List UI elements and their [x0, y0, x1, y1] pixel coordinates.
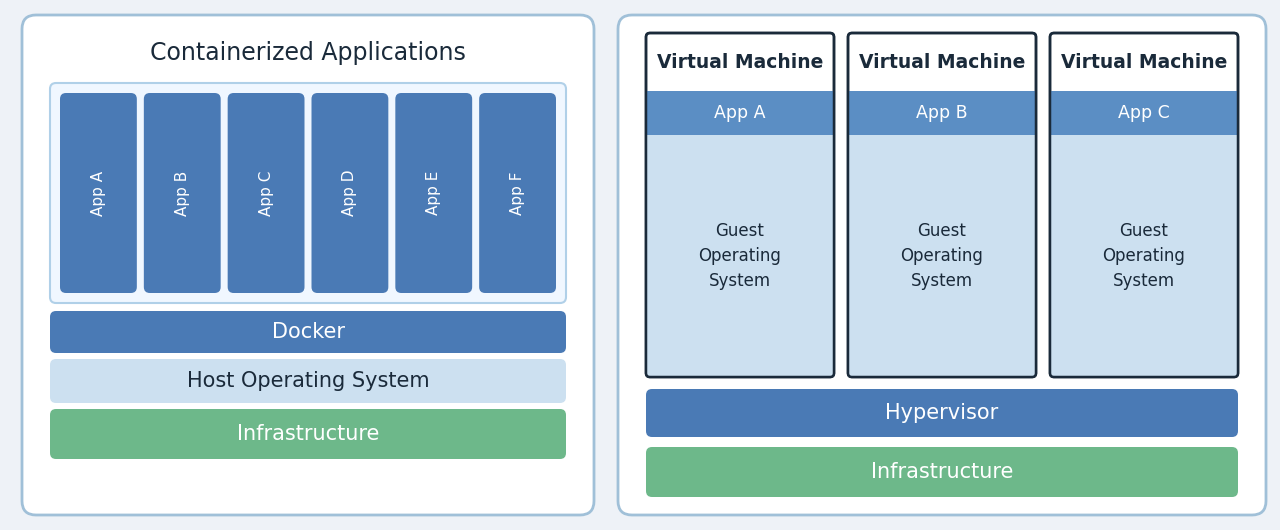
Text: Guest
Operating
System: Guest Operating System — [901, 222, 983, 290]
Text: App B: App B — [916, 104, 968, 122]
Text: App B: App B — [175, 170, 189, 216]
Text: Virtual Machine: Virtual Machine — [1061, 52, 1228, 72]
FancyBboxPatch shape — [143, 93, 220, 293]
Text: Guest
Operating
System: Guest Operating System — [699, 222, 781, 290]
Text: Virtual Machine: Virtual Machine — [859, 52, 1025, 72]
FancyBboxPatch shape — [228, 93, 305, 293]
Text: Virtual Machine: Virtual Machine — [657, 52, 823, 72]
FancyBboxPatch shape — [50, 409, 566, 459]
FancyBboxPatch shape — [646, 135, 835, 377]
FancyBboxPatch shape — [646, 91, 835, 135]
Text: App F: App F — [511, 171, 525, 215]
Text: App A: App A — [714, 104, 765, 122]
Text: Guest
Operating
System: Guest Operating System — [1102, 222, 1185, 290]
Text: Host Operating System: Host Operating System — [187, 371, 429, 391]
FancyBboxPatch shape — [849, 135, 1036, 377]
Text: App A: App A — [91, 171, 106, 216]
FancyBboxPatch shape — [396, 93, 472, 293]
Text: Hypervisor: Hypervisor — [886, 403, 998, 423]
FancyBboxPatch shape — [849, 91, 1036, 135]
FancyBboxPatch shape — [849, 33, 1036, 377]
FancyBboxPatch shape — [311, 93, 388, 293]
Text: Infrastructure: Infrastructure — [237, 424, 379, 444]
FancyBboxPatch shape — [50, 83, 566, 303]
FancyBboxPatch shape — [646, 389, 1238, 437]
Text: Infrastructure: Infrastructure — [870, 462, 1014, 482]
FancyBboxPatch shape — [60, 93, 137, 293]
FancyBboxPatch shape — [479, 93, 556, 293]
FancyBboxPatch shape — [1050, 91, 1238, 135]
FancyBboxPatch shape — [50, 311, 566, 353]
FancyBboxPatch shape — [1050, 33, 1238, 377]
Text: App C: App C — [259, 170, 274, 216]
Text: App D: App D — [343, 170, 357, 216]
Text: App E: App E — [426, 171, 442, 215]
FancyBboxPatch shape — [646, 33, 835, 377]
Text: Docker: Docker — [271, 322, 344, 342]
Text: App C: App C — [1119, 104, 1170, 122]
FancyBboxPatch shape — [646, 447, 1238, 497]
Text: Containerized Applications: Containerized Applications — [150, 41, 466, 65]
FancyBboxPatch shape — [50, 359, 566, 403]
FancyBboxPatch shape — [1050, 135, 1238, 377]
FancyBboxPatch shape — [22, 15, 594, 515]
FancyBboxPatch shape — [618, 15, 1266, 515]
